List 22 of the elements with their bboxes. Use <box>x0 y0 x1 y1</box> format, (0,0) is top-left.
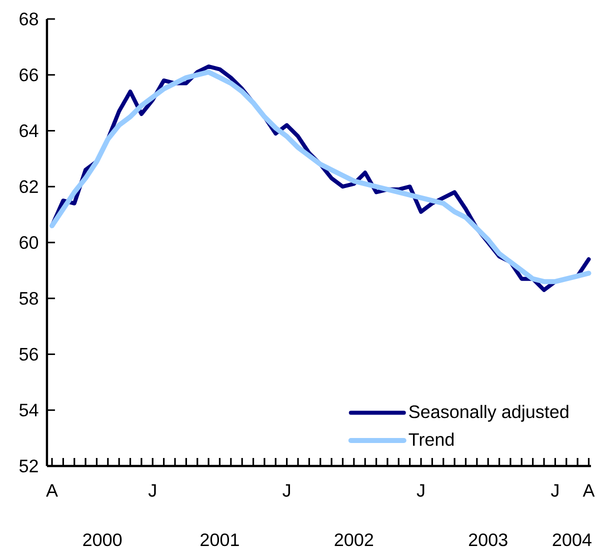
y-tick-label: 54 <box>19 404 38 416</box>
x-tick-label: J <box>550 484 558 497</box>
y-tick-label: 58 <box>19 292 38 305</box>
y-tick-label: 60 <box>20 236 38 249</box>
legend-label: Seasonally adjusted <box>409 404 568 422</box>
text: 2000 <box>83 533 122 546</box>
x-tick-label: A <box>46 484 58 497</box>
y-tick-label: 64 <box>20 124 38 138</box>
x-tick-label: A <box>582 484 595 497</box>
y-tick-label: 68 <box>20 12 38 26</box>
y-tick-label: 66 <box>20 68 38 82</box>
text: 2002 <box>334 533 374 546</box>
text: 2004 <box>552 533 592 546</box>
text: 2001 <box>200 533 239 546</box>
y-tick-label: 56 <box>19 348 38 361</box>
x-tick-label: J <box>416 484 424 497</box>
y-tick-label: 62 <box>20 180 38 193</box>
text: 2003 <box>468 533 508 546</box>
y-tick-label: 52 <box>19 460 38 472</box>
x-tick-label: J <box>282 484 290 497</box>
x-tick-label: J <box>148 484 156 497</box>
legend-label: Trend <box>408 432 454 446</box>
